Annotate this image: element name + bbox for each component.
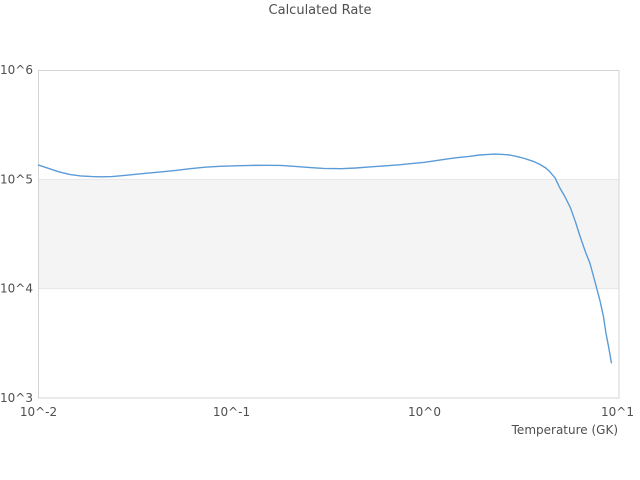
x-tick-label: 10^1 bbox=[601, 405, 634, 419]
x-axis-title: Temperature (GK) bbox=[511, 423, 618, 437]
y-tick-label: 10^5 bbox=[0, 172, 33, 186]
calculated-rate-line bbox=[37, 153, 613, 364]
x-tick-label: 10^-1 bbox=[213, 405, 250, 419]
x-tick-label: 10^-2 bbox=[20, 405, 57, 419]
plot-layers: 10^6 10^5 10^4 10^310^-2 10^-1 10^0 10^1 bbox=[0, 63, 634, 419]
plot-frame bbox=[38, 70, 620, 399]
log-band bbox=[39, 179, 619, 289]
y-tick-label: 10^6 bbox=[0, 63, 33, 77]
y-tick-label: 10^4 bbox=[0, 282, 33, 296]
y-tick-label: 10^3 bbox=[0, 391, 33, 405]
chart-title: Calculated Rate bbox=[268, 3, 372, 18]
x-tick-label: 10^0 bbox=[408, 405, 441, 419]
